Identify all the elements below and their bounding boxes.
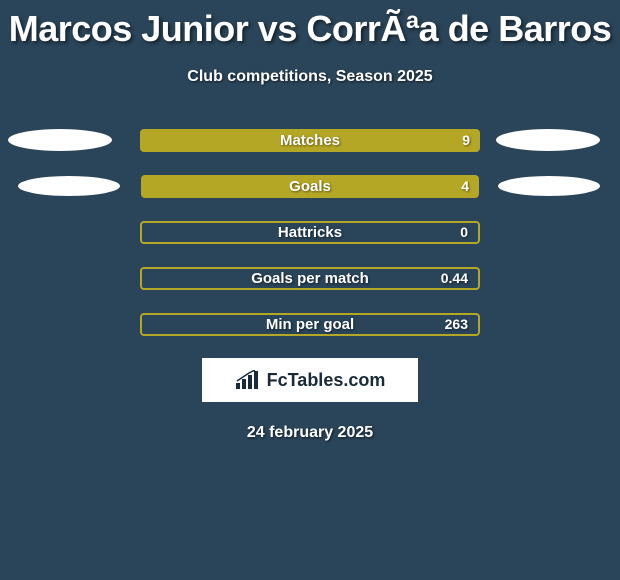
stat-row: Goals per match0.44 bbox=[0, 266, 620, 290]
stat-label: Goals per match bbox=[142, 270, 478, 287]
page-title: Marcos Junior vs CorrÃªa de Barros bbox=[0, 8, 620, 50]
comparison-widget: Marcos Junior vs CorrÃªa de Barros Club … bbox=[0, 0, 620, 442]
stats-rows: Matches9Goals4Hattricks0Goals per match0… bbox=[0, 128, 620, 336]
player-right-marker bbox=[498, 176, 600, 196]
player-right-marker bbox=[496, 129, 600, 151]
stat-bar: Min per goal263 bbox=[140, 313, 480, 336]
stat-row: Min per goal263 bbox=[0, 312, 620, 336]
stat-label: Matches bbox=[140, 132, 480, 149]
stat-label: Goals bbox=[141, 178, 479, 195]
player-left-marker bbox=[18, 176, 120, 196]
stat-row: Hattricks0 bbox=[0, 220, 620, 244]
chart-icon bbox=[235, 370, 261, 390]
stat-value: 263 bbox=[445, 316, 468, 332]
stat-value: 0.44 bbox=[441, 270, 468, 286]
stat-value: 0 bbox=[460, 224, 468, 240]
stat-bar: Goals4 bbox=[141, 175, 479, 198]
stat-bar: Matches9 bbox=[140, 129, 480, 152]
date-text: 24 february 2025 bbox=[0, 424, 620, 442]
stat-row: Goals4 bbox=[0, 174, 620, 198]
stat-row: Matches9 bbox=[0, 128, 620, 152]
subtitle: Club competitions, Season 2025 bbox=[0, 68, 620, 86]
fctables-logo[interactable]: FcTables.com bbox=[202, 358, 418, 402]
stat-label: Min per goal bbox=[142, 316, 478, 333]
logo-text: FcTables.com bbox=[267, 370, 386, 391]
stat-bar: Goals per match0.44 bbox=[140, 267, 480, 290]
stat-bar: Hattricks0 bbox=[140, 221, 480, 244]
stat-value: 9 bbox=[462, 132, 470, 148]
stat-label: Hattricks bbox=[142, 224, 478, 241]
player-left-marker bbox=[8, 129, 112, 151]
stat-value: 4 bbox=[461, 178, 469, 194]
